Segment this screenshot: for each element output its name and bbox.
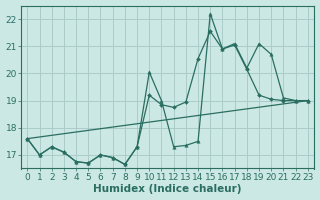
X-axis label: Humidex (Indice chaleur): Humidex (Indice chaleur) xyxy=(93,184,242,194)
